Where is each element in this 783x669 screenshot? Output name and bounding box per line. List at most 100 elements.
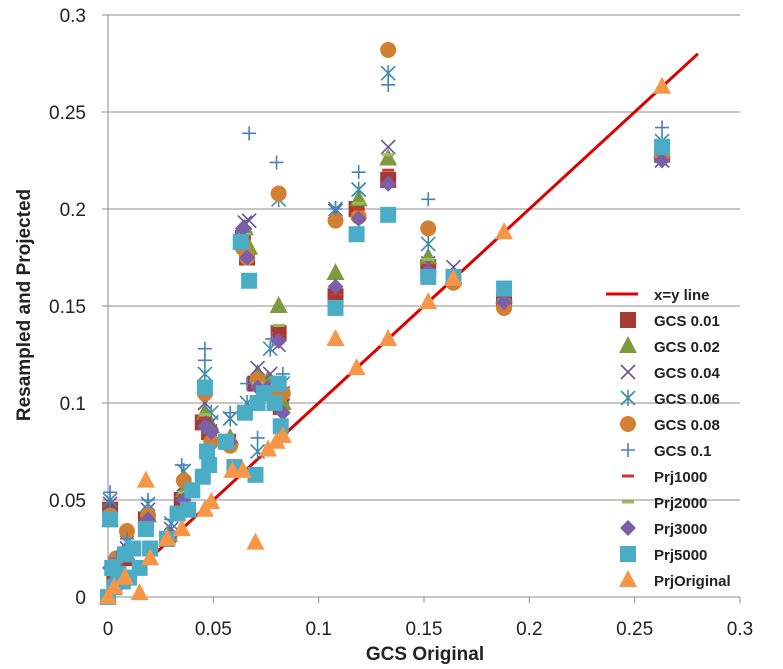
legend-swatch-prjoriginal [619,570,637,587]
point-prj5000 [380,206,397,223]
point-gcs-0-04 [250,360,266,376]
point-prj5000 [201,457,218,474]
point-prjoriginal [273,425,292,443]
point-gcs-0-06 [351,181,367,198]
x-tick-label: 0 [103,619,114,640]
x-tick-label: 0.15 [406,619,443,640]
legend-item-gcs-0-08: GCS 0.08 [620,416,720,434]
point-prjoriginal [233,460,252,478]
point-prj3000 [654,152,671,169]
point-prj3000 [380,175,397,192]
point-gcs-0-1 [223,405,238,420]
point-prjoriginal [115,567,134,585]
legend-swatch-prj5000 [620,546,636,562]
legend-swatch-gcs-0-06 [620,390,636,406]
x-tick-label: 0.25 [616,619,653,640]
point-prjoriginal [202,491,221,509]
point-gcs-0-1 [174,458,189,473]
legend-label-prj2000: Prj2000 [654,495,707,512]
point-prj3000 [270,332,287,349]
x-tick-label: 0.05 [195,619,232,640]
point-prj5000 [241,272,258,289]
point-prj5000 [496,280,513,297]
reference-line [106,52,699,599]
point-gcs-0-08 [327,212,344,229]
point-gcs-0-08 [380,41,397,58]
point-gcs-0-04 [380,139,396,155]
point-gcs-0-1 [351,165,366,180]
y-tick-label: 0.1 [60,394,86,415]
legend-label-gcs-0-1: GCS 0.1 [654,443,712,460]
legend-label-gcs-0-04: GCS 0.04 [654,365,721,382]
legend-label-gcs-0-08: GCS 0.08 [654,417,720,434]
point-prj5000 [348,226,365,243]
point-gcs-0-06 [420,235,436,252]
y-tick-label: 0.25 [49,103,86,124]
point-prjoriginal [444,268,463,286]
legend-item-prj2000: Prj2000 [622,495,707,512]
point-prj5000 [270,375,287,392]
point-prjoriginal [130,583,149,601]
point-prj3000 [327,278,344,295]
point-gcs-0-1 [250,430,265,445]
legend-item-gcs-0-06: GCS 0.06 [620,390,720,408]
point-prj5000 [184,482,201,499]
point-gcs-0-1 [197,353,212,368]
point-prj5000 [654,138,671,155]
point-prj5000 [125,540,142,557]
legend-label-prj1000: Prj1000 [654,469,707,486]
tick-labels: 0 0.05 0.1 0.15 0.2 0.25 0.3 0 0.05 0.1 0.15 0.2 0.2… [49,6,753,640]
legend-item-prj5000: Prj5000 [620,546,707,564]
legend-item-gcs-0-02: GCS 0.02 [619,336,720,356]
point-gcs-0-1 [381,77,396,92]
point-prjoriginal [347,358,366,376]
y-tick-label: 0 [75,588,86,609]
point-prjoriginal [136,470,155,488]
y-tick-label: 0.15 [49,297,86,318]
point-prj3000 [203,424,220,441]
legend-label-gcs-0-06: GCS 0.06 [654,391,720,408]
point-prjoriginal [246,532,265,550]
x-tick-label: 0.3 [727,619,753,640]
legend-swatch-gcs-0-01 [620,312,636,328]
point-prjoriginal [653,76,672,94]
x-axis-title: GCS Original [366,644,484,665]
point-prj3000 [496,294,513,311]
point-gcs-0-02 [326,263,345,281]
legend-item-gcs-0-1: GCS 0.1 [621,443,712,460]
point-gcs-0-1 [242,126,257,141]
point-prj5000 [199,443,216,460]
point-prj3000 [350,210,367,227]
legend-item-gcs-0-04: GCS 0.04 [620,364,721,382]
legend-item-xy-line: x=y line [606,287,709,304]
point-gcs-0-08 [420,220,437,237]
point-prj5000 [420,268,437,285]
legend-label-prjoriginal: PrjOriginal [654,573,731,590]
y-tick-label: 0.3 [60,6,86,27]
legend: x=y line GCS 0.01 GCS 0.02 GCS 0.04 GCS 0.06… [606,287,731,590]
point-prjoriginal [172,519,191,537]
legend-label-prj5000: Prj5000 [654,547,707,564]
point-prjoriginal [141,548,160,566]
x-tick-label: 0.1 [305,619,331,640]
point-gcs-0-08 [270,185,287,202]
legend-item-prj3000: Prj3000 [620,520,707,538]
point-gcs-0-1 [421,192,436,207]
point-prj5000 [247,466,264,483]
point-prjoriginal [495,222,514,240]
series-prjoriginal [99,76,672,604]
legend-item-gcs-0-01: GCS 0.01 [620,312,720,330]
y-tick-label: 0.05 [49,491,86,512]
point-gcs-0-02 [379,148,398,166]
point-prjoriginal [157,528,176,546]
legend-label-prj3000: Prj3000 [654,521,707,538]
legend-item-prjoriginal: PrjOriginal [619,570,731,590]
point-prjoriginal [99,587,117,604]
legend-label-xy-line: x=y line [654,287,709,304]
data-points [99,41,672,605]
point-prj5000 [102,511,119,528]
point-prj5000 [137,521,154,538]
legend-swatch-gcs-0-1 [621,443,635,457]
x-tick-label: 0.2 [516,619,542,640]
